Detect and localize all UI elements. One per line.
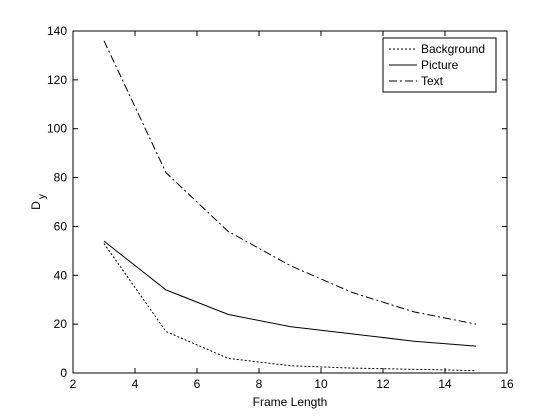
x-tick-label: 12 <box>376 377 390 391</box>
y-tick-label: 40 <box>54 268 68 282</box>
x-axis-label: Frame Length <box>253 395 328 409</box>
y-tick-label: 140 <box>47 24 67 38</box>
x-tick-label: 6 <box>194 377 201 391</box>
legend-label-picture: Picture <box>421 58 459 72</box>
y-axis-label-subscript: y <box>37 194 48 199</box>
x-tick-label: 8 <box>256 377 263 391</box>
legend-label-text: Text <box>421 74 444 88</box>
plot-area <box>103 40 477 372</box>
y-tick-label: 20 <box>54 317 68 331</box>
legend-label-background: Background <box>421 42 485 56</box>
x-tick-label: 10 <box>314 377 328 391</box>
y-axis-label-main: D <box>29 201 43 210</box>
y-tick-label: 80 <box>54 171 68 185</box>
series-line-picture <box>103 240 477 347</box>
y-tick-label: 100 <box>47 122 67 136</box>
legend: Background Picture Text <box>382 37 497 93</box>
axes-frame <box>72 30 508 374</box>
x-tick-label: 4 <box>132 377 139 391</box>
x-tick-label: 16 <box>500 377 514 391</box>
series-line-text <box>103 40 477 325</box>
y-tick-label: 0 <box>60 366 67 380</box>
y-axis-label: Dy <box>29 194 48 210</box>
axes: 2 4 6 8 10 12 14 16 0 20 40 60 80 100 120 140 Frame Leng… <box>29 24 514 409</box>
y-tick-label: 60 <box>54 219 68 233</box>
series-line-background <box>103 243 477 372</box>
x-tick-label: 2 <box>70 377 77 391</box>
y-tick-label: 120 <box>47 73 67 87</box>
x-tick-label: 14 <box>438 377 452 391</box>
